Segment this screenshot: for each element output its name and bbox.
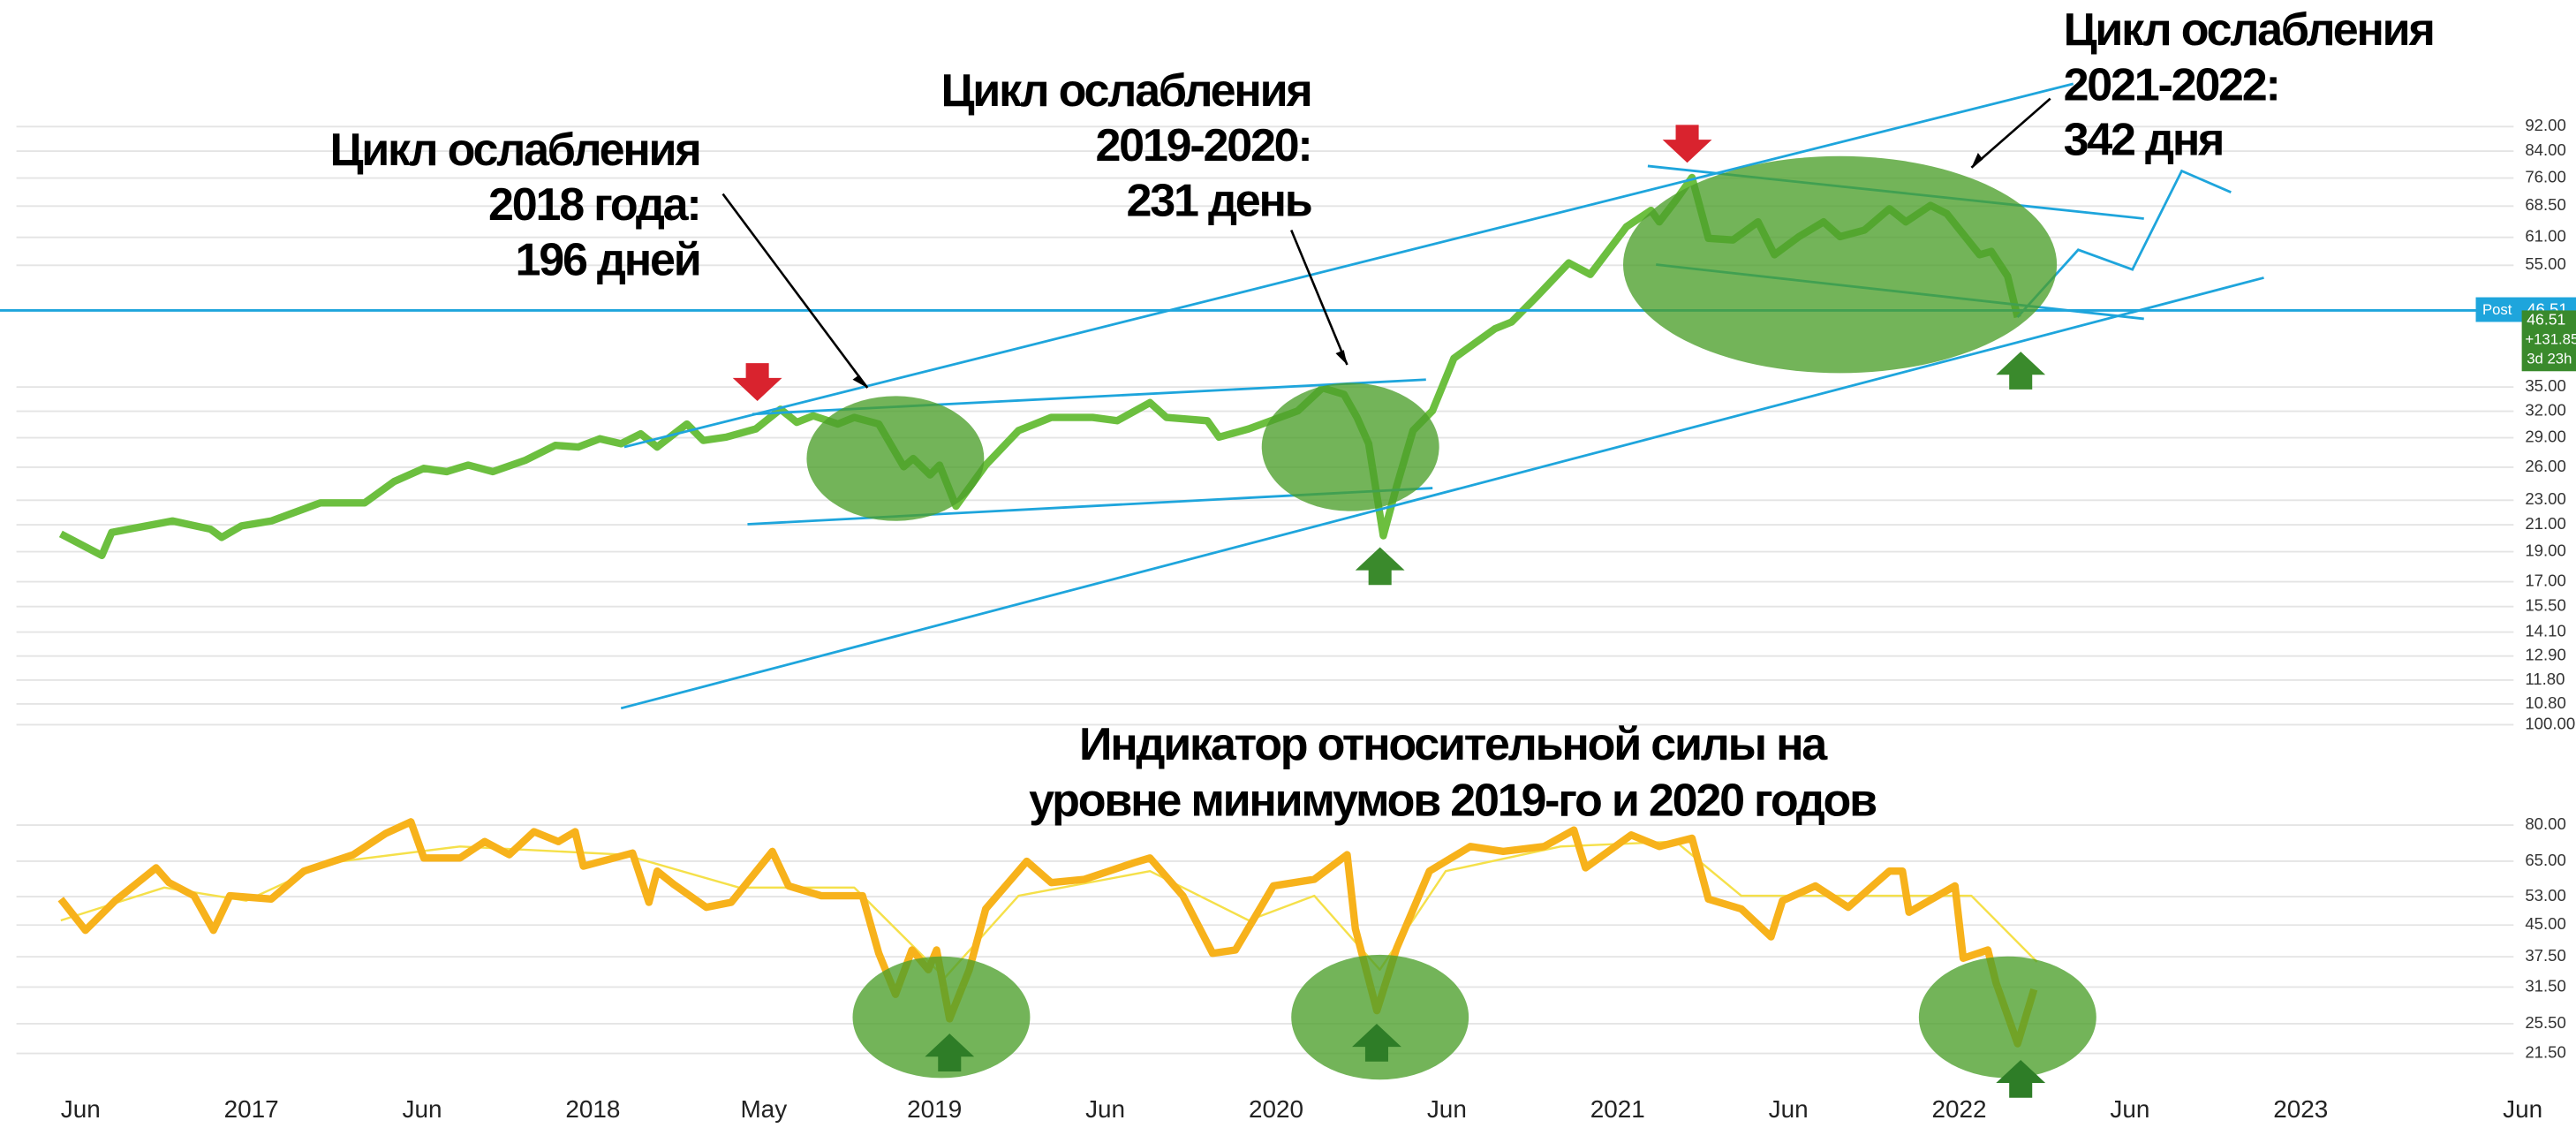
y-tick-label: 65.00 [2525,851,2566,869]
highlight [1261,382,1439,511]
chart-title: уровне минимумов 2019-го и 2020 годов [1029,775,1876,826]
y-tick-label: 15.50 [2525,596,2566,615]
x-tick-label: May [740,1095,787,1123]
grid [16,125,2514,1055]
y-tick-label: 11.80 [2525,670,2565,688]
x-tick-label: 2019 [907,1095,962,1123]
trendline [620,276,2264,710]
y-tick-label: 29.00 [2525,427,2566,445]
x-tick-label: Jun [61,1095,101,1123]
series [0,173,2576,1048]
countdown: 3d 23h [2527,351,2572,367]
y-tick-label: 53.00 [2525,886,2566,905]
x-tick-label: Jun [1769,1095,1809,1123]
y-tick-label: 68.50 [2525,195,2566,214]
change: +131.85 [2525,330,2576,347]
y-tick-label: 32.00 [2525,400,2566,419]
pointer [1290,229,1348,366]
highlight [852,956,1031,1079]
y-tick-label: 55.00 [2525,254,2566,273]
x-tick-label: 2022 [1931,1095,1986,1123]
y-tick-label: 45.00 [2525,914,2566,933]
up-arrow [1355,547,1405,586]
y-tick-label: 80.00 [2525,814,2566,833]
annotation: Цикл ослабления [2064,4,2434,56]
annotation: Цикл ослабления [941,65,1311,117]
highlight [1291,954,1469,1080]
pointer [1970,97,2051,169]
y-tick-label: 26.00 [2525,457,2566,475]
annotation: 231 день [1127,175,1311,226]
y-tick-label: 84.00 [2525,140,2566,159]
last-tag [2521,310,2576,372]
annotation: 342 дня [2064,115,2224,166]
y-tick-label: 17.00 [2525,571,2566,589]
series-line [60,840,2038,980]
down-arrow [732,363,782,401]
x-tick-label: Jun [2503,1095,2542,1123]
y-tick-label: 23.00 [2525,489,2566,508]
labels: 92.00 84.00 76.00 68.50 61.00 55.00 35.00 32.00… [61,4,2576,1123]
y-tick-label: 25.50 [2525,1013,2566,1032]
series-line [57,818,2038,1048]
chart-title: Индикатор относительной силы на [1079,719,1828,770]
down-arrow [1662,125,1712,163]
x-tick-label: Jun [2110,1095,2149,1123]
y-tick-label: 61.00 [2525,227,2566,246]
y-tick-label: 21.50 [2525,1042,2566,1061]
annotation: Цикл ослабления [329,125,699,176]
x-tick-label: 2020 [1249,1095,1303,1123]
y-tick-label: 10.80 [2525,693,2566,712]
up-arrow [925,1033,975,1071]
annotation: 2018 года: [488,179,700,231]
highlight [806,396,985,521]
x-tick-label: 2018 [565,1095,620,1123]
annotation: 196 дней [516,234,700,285]
y-tick-label: 31.50 [2525,976,2566,995]
annotation: 2019-2020: [1095,120,1311,171]
up-arrow [1352,1024,1401,1062]
x-tick-label: Jun [1085,1095,1125,1123]
last-value: 46.51 [2527,310,2565,328]
pointer [721,193,869,389]
up-arrow [1996,1059,2046,1098]
x-tick-label: Jun [403,1095,442,1123]
y-tick-label: 14.10 [2525,622,2566,640]
arrows [721,97,2051,1098]
x-tick-label: 2021 [1590,1095,1645,1123]
x-tick-label: Jun [1427,1095,1467,1123]
price-session: Post [2482,301,2512,318]
x-tick-label: 2023 [2273,1095,2328,1123]
y-tick-label: 19.00 [2525,541,2566,559]
annotation: 2021-2022: [2064,59,2279,110]
y-tick-label: 76.00 [2525,167,2566,185]
highlight [1623,155,2058,374]
y-tick-label: 21.00 [2525,514,2566,533]
ellipses-over [806,155,2096,1080]
y-tick-label: 92.00 [2525,116,2566,134]
highlight [1918,956,2096,1079]
y-tick-label: 100.00 [2525,714,2575,732]
y-tick-label: 37.50 [2525,946,2566,965]
projection [2016,169,2232,319]
y-tick-label: 12.90 [2525,646,2566,664]
y-tick-label: 35.00 [2525,376,2566,395]
x-tick-label: 2017 [224,1095,279,1123]
up-arrow [1996,352,2046,390]
